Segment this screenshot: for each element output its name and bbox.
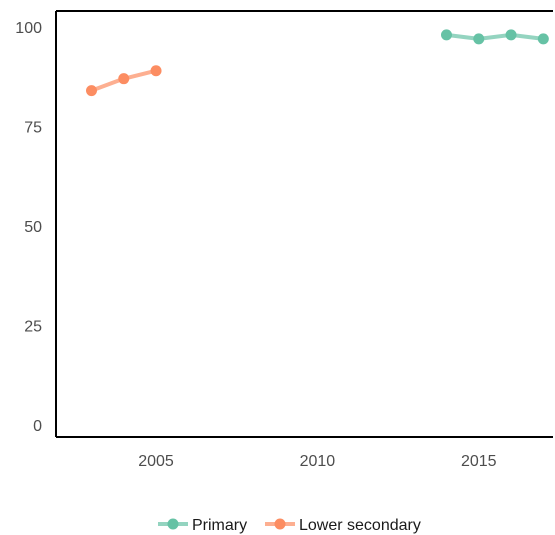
y-tick-label: 75 xyxy=(24,119,42,136)
y-tick-label: 0 xyxy=(33,418,42,435)
x-tick-label: 2010 xyxy=(300,453,336,470)
legend-label: Primary xyxy=(192,517,247,534)
legend-swatch-marker xyxy=(274,518,286,530)
data-point xyxy=(505,29,517,41)
data-point xyxy=(150,65,162,77)
y-axis-tick-labels: 0 25 50 75 100 xyxy=(15,20,42,435)
series-layer xyxy=(86,29,549,97)
x-axis-tick-labels: 2005 2010 2015 xyxy=(138,453,496,470)
x-tick-label: 2015 xyxy=(461,453,497,470)
series-lower-secondary xyxy=(86,65,162,97)
series-line xyxy=(444,32,546,41)
legend-swatch-marker xyxy=(167,518,179,530)
data-point xyxy=(473,33,485,45)
y-tick-label: 25 xyxy=(24,319,42,336)
data-point xyxy=(441,29,452,41)
legend-item-lower-secondary: Lower secondary xyxy=(265,517,421,534)
data-point xyxy=(537,33,549,45)
data-point xyxy=(86,85,97,97)
series-primary xyxy=(441,29,549,45)
legend: Primary Lower secondary xyxy=(158,517,421,534)
x-tick-label: 2005 xyxy=(138,453,174,470)
data-point xyxy=(118,73,130,85)
y-tick-label: 100 xyxy=(15,20,42,37)
legend-label: Lower secondary xyxy=(299,517,421,534)
y-tick-label: 50 xyxy=(24,219,42,236)
legend-item-primary: Primary xyxy=(158,517,247,534)
